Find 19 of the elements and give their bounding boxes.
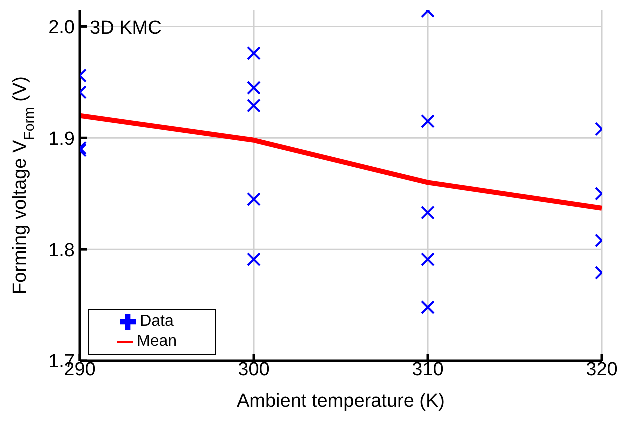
x-tick-label: 300: [238, 359, 270, 380]
point: [247, 81, 261, 95]
annotation: 3D KMC: [90, 18, 162, 39]
x-tick-label: 310: [412, 359, 444, 380]
y-tick-label: 1.8: [48, 240, 75, 262]
y-tick-label: 2.0: [48, 17, 75, 38]
point: [247, 252, 261, 267]
point: [421, 300, 435, 315]
point: [247, 98, 261, 113]
point: [421, 114, 435, 128]
point: [421, 252, 435, 267]
legend-label: Data: [140, 313, 174, 330]
x-tick-label: 320: [586, 359, 618, 380]
point: [247, 46, 261, 60]
point: [421, 206, 435, 220]
legend-label: Mean: [136, 333, 178, 350]
x-axis-title: Ambient temperature (K): [236, 391, 446, 412]
y-tick-label: 1.9: [48, 128, 75, 150]
point: [247, 192, 261, 206]
